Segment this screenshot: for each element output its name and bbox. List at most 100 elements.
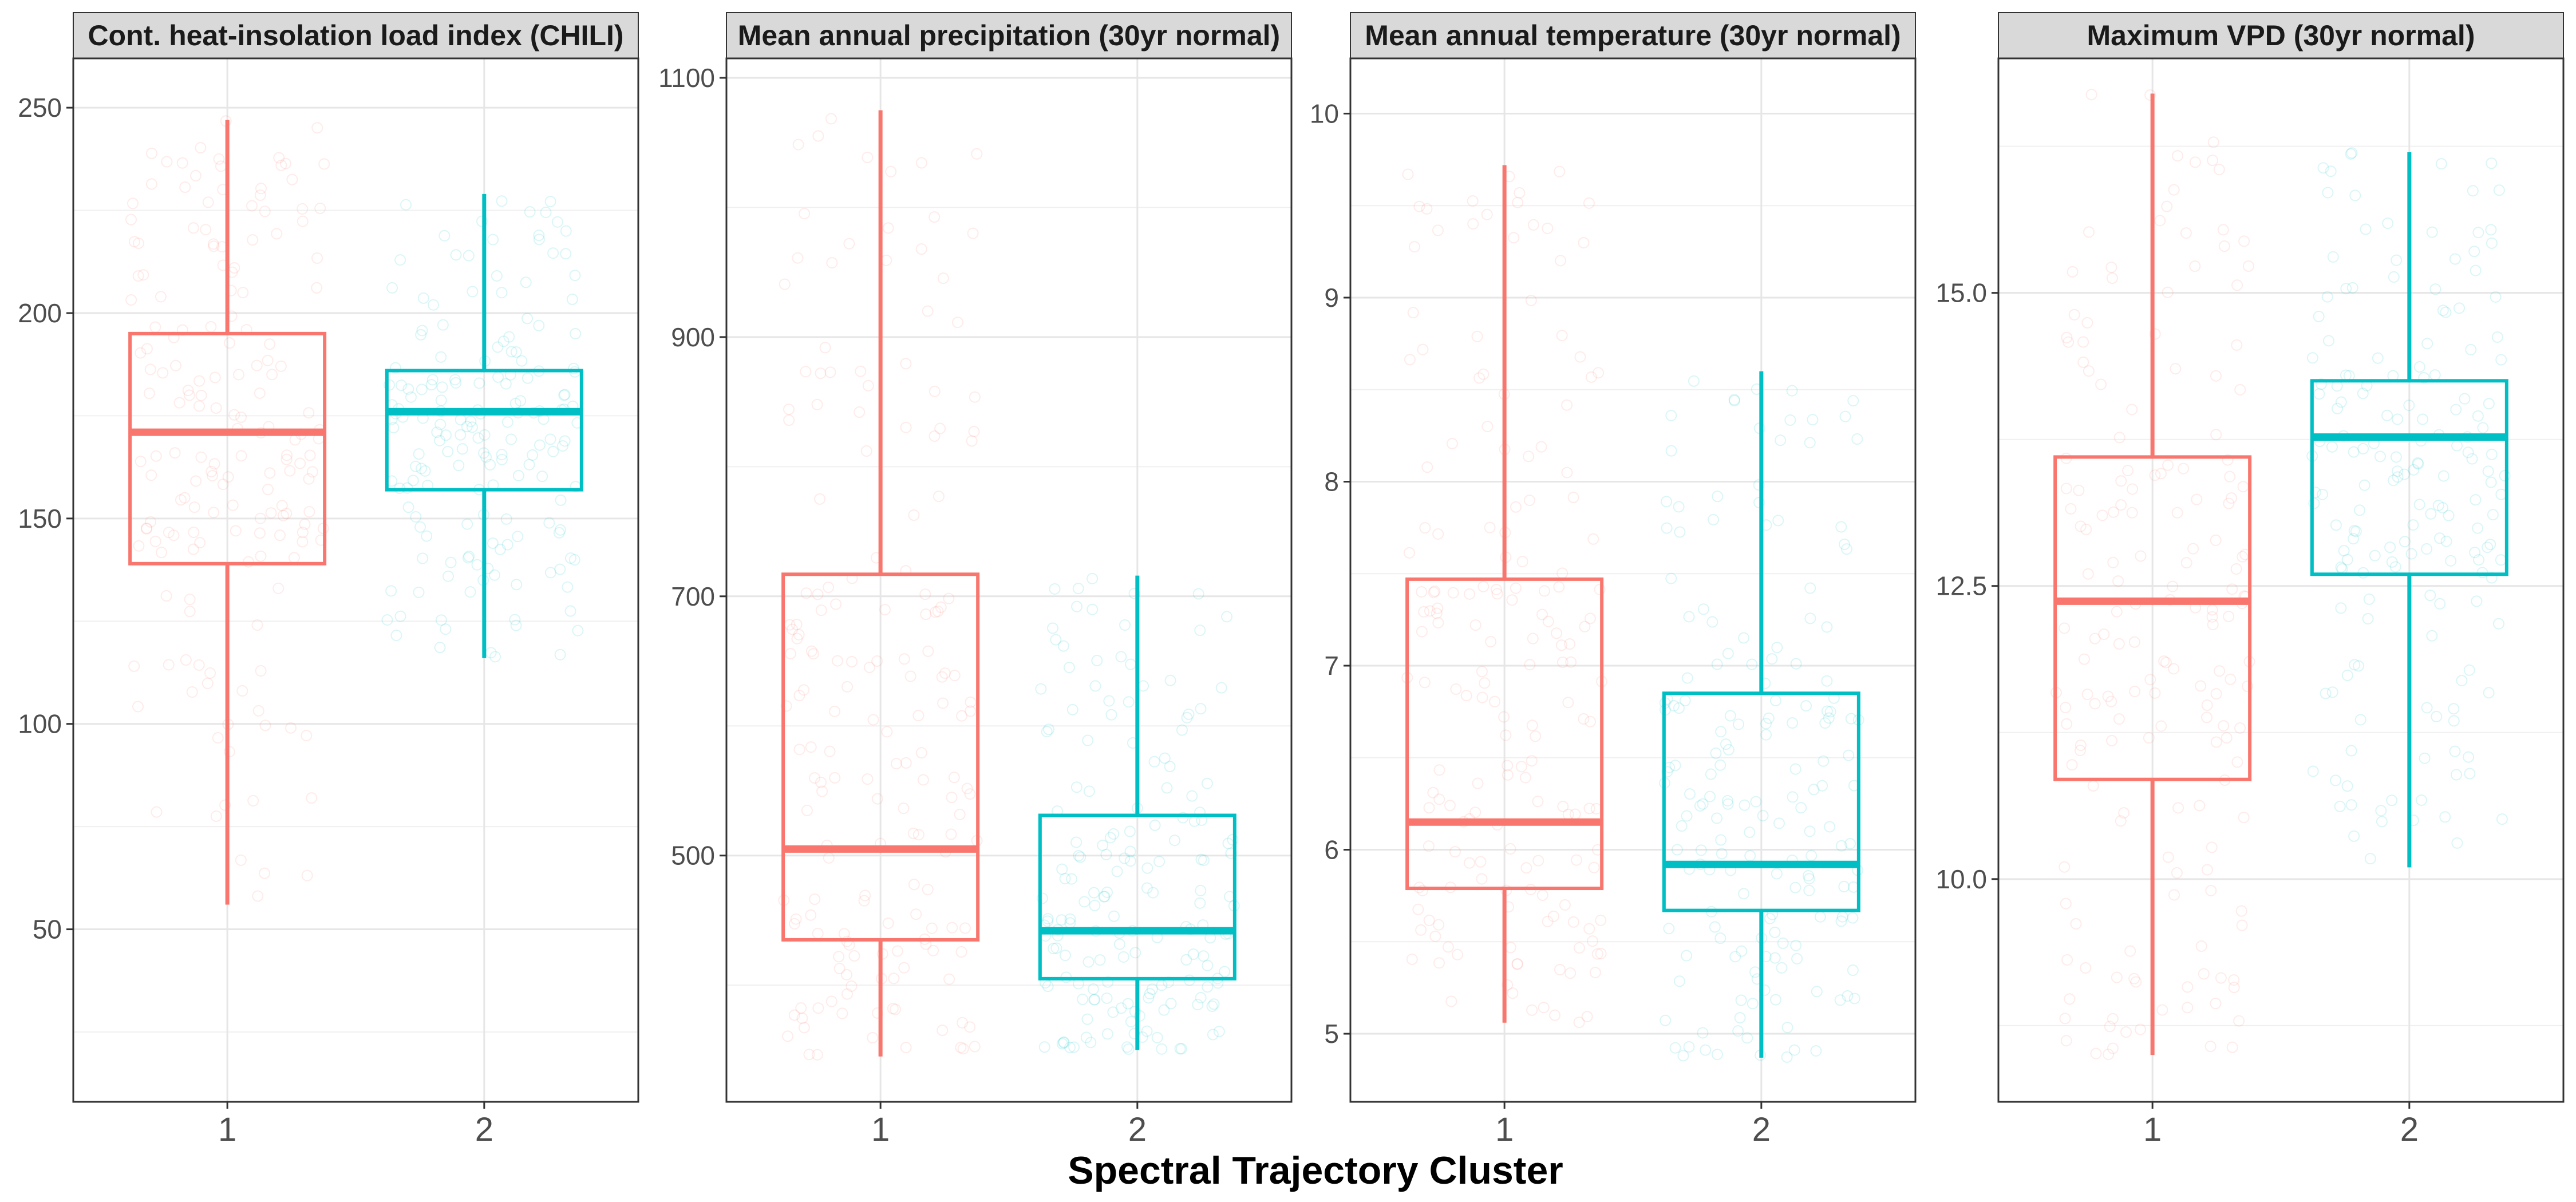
observation-point: [314, 203, 326, 215]
observation-point: [2111, 606, 2123, 618]
observation-point: [1105, 709, 1117, 721]
observation-point: [2472, 227, 2484, 239]
observation-point: [494, 543, 506, 555]
observation-point: [2115, 499, 2127, 511]
observation-point: [1198, 854, 1210, 866]
observation-point: [1481, 208, 1493, 220]
observation-point: [965, 705, 977, 717]
observation-point: [2357, 442, 2369, 454]
observation-point: [1536, 608, 1548, 620]
observation-point: [2468, 246, 2480, 258]
observation-point: [2158, 655, 2170, 667]
observation-point: [900, 1042, 912, 1054]
observation-point: [1104, 832, 1116, 844]
observation-point: [255, 665, 267, 677]
observation-point: [2156, 1004, 2168, 1016]
observation-point: [311, 122, 323, 134]
observation-point: [2233, 1015, 2245, 1027]
observation-point: [2089, 632, 2101, 645]
observation-point: [969, 1041, 981, 1053]
observation-point: [2335, 396, 2347, 408]
observation-point: [163, 659, 175, 671]
observation-point: [516, 355, 528, 367]
observation-point: [1564, 638, 1576, 650]
observation-point: [1088, 994, 1100, 1006]
observation-point: [907, 827, 919, 839]
observation-point: [1724, 710, 1736, 722]
observation-point: [898, 653, 910, 665]
observation-point: [285, 722, 297, 734]
x-tick-label: 1: [218, 1111, 236, 1148]
observation-point: [1484, 521, 1496, 533]
observation-point: [1595, 914, 1607, 926]
observation-point: [1738, 888, 1750, 900]
observation-point: [1174, 1043, 1186, 1055]
observation-point: [1432, 602, 1444, 614]
observation-point: [2160, 657, 2172, 669]
observation-point: [534, 439, 546, 451]
observation-point: [1516, 556, 1528, 568]
observation-point: [318, 158, 330, 170]
observation-point: [128, 236, 140, 248]
observation-point: [271, 228, 283, 240]
observation-point: [1732, 1025, 1744, 1037]
observation-point: [824, 745, 836, 757]
observation-point: [2162, 851, 2174, 863]
observation-point: [1589, 967, 1601, 979]
observation-point: [1520, 862, 1532, 874]
observation-point: [1050, 942, 1062, 954]
observation-point: [491, 270, 503, 282]
observation-point: [297, 527, 309, 539]
observation-point: [1843, 749, 1855, 761]
x-tick-label: 1: [2143, 1111, 2162, 1148]
observation-point: [2112, 575, 2124, 587]
observation-point: [1058, 1037, 1070, 1049]
observation-point: [1679, 695, 1691, 707]
observation-point: [2118, 807, 2130, 819]
observation-point: [2083, 365, 2095, 377]
observation-point: [496, 195, 508, 207]
x-axis-title: Spectral Trajectory Cluster: [1068, 1149, 1563, 1192]
observation-point: [1194, 897, 1206, 909]
observation-point: [306, 792, 318, 804]
observation-point: [936, 671, 948, 683]
observation-point: [1490, 583, 1502, 595]
observation-point: [1115, 651, 1127, 663]
observation-point: [1227, 833, 1239, 845]
observation-point: [169, 359, 181, 371]
observation-point: [2453, 302, 2466, 314]
observation-point: [415, 329, 427, 341]
observation-point: [2107, 1013, 2119, 1025]
observation-point: [961, 782, 973, 794]
y-tick-label: 700: [671, 582, 715, 611]
facet-title: Cont. heat-insolation load index (CHILI): [88, 19, 623, 52]
observation-point: [1506, 594, 1518, 606]
observation-point: [1475, 856, 1487, 868]
observation-point: [259, 867, 271, 879]
observation-point: [1535, 441, 1547, 453]
observation-point: [2345, 148, 2357, 160]
observation-point: [1511, 958, 1523, 970]
observation-point: [1504, 843, 1516, 855]
observation-point: [143, 388, 155, 400]
observation-point: [2238, 235, 2250, 247]
observation-point: [1781, 1051, 1793, 1063]
observation-point: [511, 579, 523, 591]
observation-point: [1834, 994, 1846, 1006]
observation-point: [2210, 688, 2222, 700]
observation-point: [564, 605, 576, 617]
observation-point: [133, 540, 145, 552]
observation-point: [1772, 515, 1784, 527]
observation-point: [1192, 999, 1204, 1011]
observation-point: [1433, 793, 1445, 805]
observation-point: [1816, 780, 1828, 792]
observation-point: [442, 445, 454, 457]
observation-point: [2416, 794, 2428, 806]
observation-point: [2168, 889, 2180, 901]
observation-point: [826, 257, 838, 269]
observation-point: [497, 335, 509, 347]
observation-point: [1103, 695, 1115, 707]
box-cluster-1: [2050, 89, 2255, 1061]
observation-point: [279, 157, 291, 169]
observation-point: [255, 183, 267, 195]
